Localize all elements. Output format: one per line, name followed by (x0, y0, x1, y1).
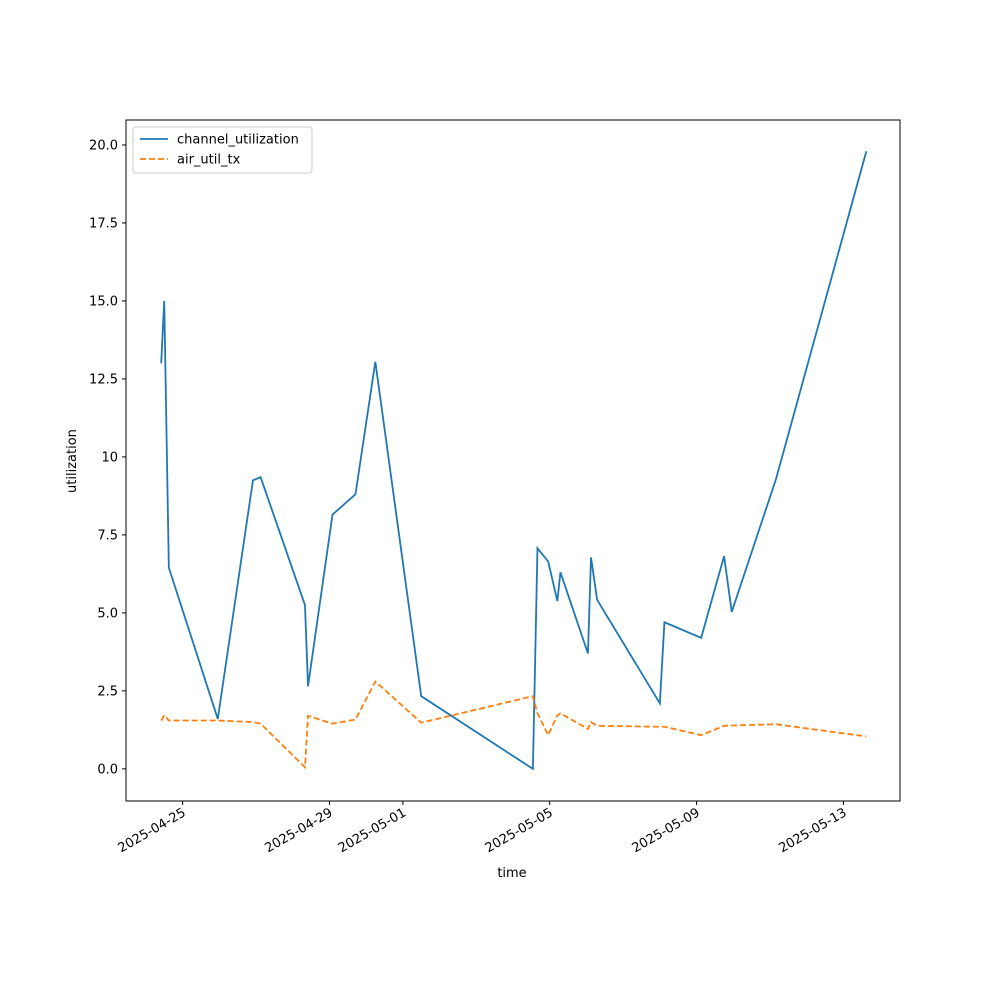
legend: channel_utilization air_util_tx (132, 126, 313, 174)
plot-frame (125, 119, 901, 802)
data-line (160, 150, 868, 771)
y-tick-label: 10 (101, 450, 118, 465)
y-tick-label: 2.5 (97, 684, 118, 699)
x-axis-label: time (497, 866, 526, 881)
y-tick-label: 17.5 (89, 216, 118, 231)
data-line (160, 680, 867, 770)
y-tick-label: 15.0 (89, 294, 118, 309)
legend-label: air_util_tx (177, 153, 241, 168)
y-axis-label: utilization (65, 429, 80, 493)
y-tick-label: 12.5 (89, 372, 118, 387)
y-tick-label: 0.0 (97, 762, 118, 777)
y-tick-label: 5.0 (97, 606, 118, 621)
legend-box (132, 126, 313, 174)
y-tick-label: 7.5 (97, 528, 118, 543)
y-tick-label: 20.0 (89, 138, 118, 153)
legend-label: channel_utilization (177, 133, 299, 148)
